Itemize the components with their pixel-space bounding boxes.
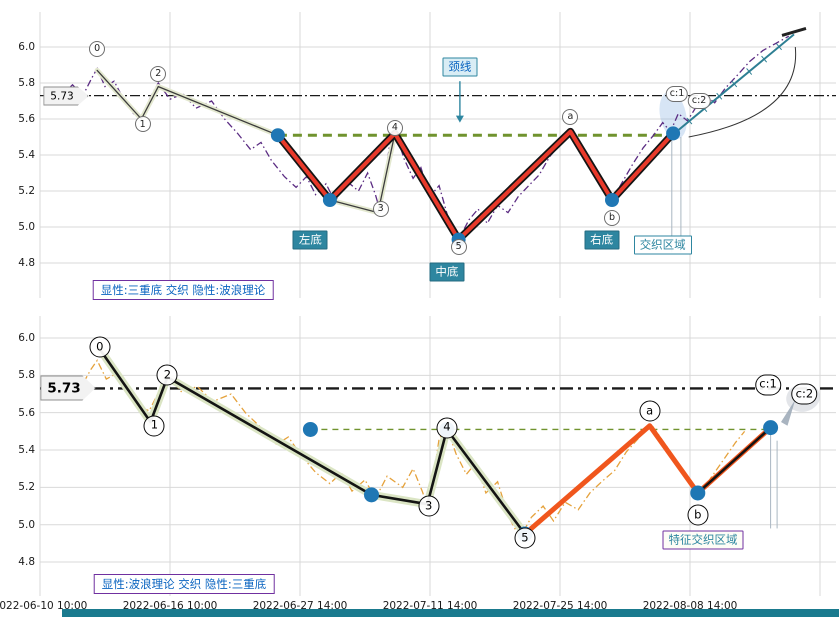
wave-vertex-dot <box>666 126 681 141</box>
wave-vertex-dot <box>302 421 318 437</box>
wave-line-wave_post <box>696 426 772 495</box>
y-axis-tick-label: 5.0 <box>18 221 35 233</box>
price-line <box>52 359 746 540</box>
ref-price-flag: 5.73 <box>40 375 96 401</box>
caliper-marker <box>781 26 807 37</box>
wave-marker-1: 1 <box>134 116 151 133</box>
neckline-label: 颈线 <box>442 57 478 77</box>
wave-marker-c1: c:1 <box>665 85 689 102</box>
wave-vertex-dot <box>605 193 619 207</box>
wave-marker-0: 0 <box>89 40 106 57</box>
wave-marker-b: b <box>604 210 620 226</box>
wave-marker-a: a <box>639 400 661 422</box>
y-axis-tick-label: 5.8 <box>18 369 35 382</box>
wave-marker-0: 0 <box>89 336 111 358</box>
neckline-arrowhead <box>455 115 464 123</box>
wave-marker-1: 1 <box>143 415 165 437</box>
wave-vertex-dot <box>270 128 285 143</box>
panel-caption: 显性:波浪理论 交织 隐性:三重底 <box>93 574 275 594</box>
wave-marker-c2: c:2 <box>791 383 818 405</box>
annotation-tag: 交织区域 <box>633 235 692 255</box>
wave-marker-3: 3 <box>418 495 440 517</box>
wave-marker-a: a <box>562 109 579 126</box>
horizontal-scrollbar[interactable] <box>62 609 839 617</box>
pointer-arrow <box>781 399 796 426</box>
wave-marker-4: 4 <box>386 120 403 136</box>
projection-arc <box>688 46 797 138</box>
y-axis-tick-label: 5.6 <box>18 113 35 125</box>
measure-tick <box>776 43 782 51</box>
y-axis-tick-label: 5.4 <box>18 444 35 457</box>
wave-marker-c1: c:1 <box>755 374 781 396</box>
y-axis-tick-label: 4.8 <box>18 257 35 269</box>
wave-marker-c2: c:2 <box>687 93 711 109</box>
wave-vertex-dot <box>763 420 779 436</box>
y-axis-tick-label: 5.2 <box>18 481 35 494</box>
y-axis-tick-label: 5.2 <box>18 185 35 197</box>
measure-tick <box>761 55 768 63</box>
y-axis-tick-label: 6.0 <box>18 332 35 344</box>
annotation-tag: 左底 <box>292 230 328 250</box>
wave-vertex-dot <box>364 487 379 503</box>
measure-tick <box>686 117 693 125</box>
measure-tick <box>746 68 753 75</box>
measure-tick <box>731 80 738 88</box>
annotation-tag: 右底 <box>584 230 620 250</box>
y-axis-tick-label: 5.8 <box>18 77 35 89</box>
y-axis-tick-label: 4.8 <box>18 556 35 569</box>
wave-marker-5: 5 <box>450 238 467 255</box>
measure-tick <box>716 92 723 100</box>
wave-marker-b: b <box>687 504 709 526</box>
panel-caption: 显性:三重底 交织 隐性:波浪理论 <box>92 280 274 300</box>
wave-marker-2: 2 <box>156 364 178 386</box>
annotation-tag: 中底 <box>429 262 465 282</box>
wave-marker-5: 5 <box>514 527 536 549</box>
y-axis-tick-label: 5.6 <box>18 406 35 419</box>
y-axis-tick-label: 5.0 <box>18 518 35 531</box>
wave-marker-4: 4 <box>436 417 458 439</box>
y-axis-tick-label: 6.0 <box>18 41 35 53</box>
wave-vertex-dot <box>322 193 337 207</box>
y-axis-tick-label: 5.4 <box>18 149 35 161</box>
wave-marker-3: 3 <box>372 201 389 217</box>
price-line <box>59 35 790 242</box>
annotation-tag: 特征交织区域 <box>662 530 744 550</box>
wave-marker-2: 2 <box>150 66 167 82</box>
wave-vertex-dot <box>690 485 706 501</box>
ref-price-flag: 5.73 <box>43 86 89 106</box>
